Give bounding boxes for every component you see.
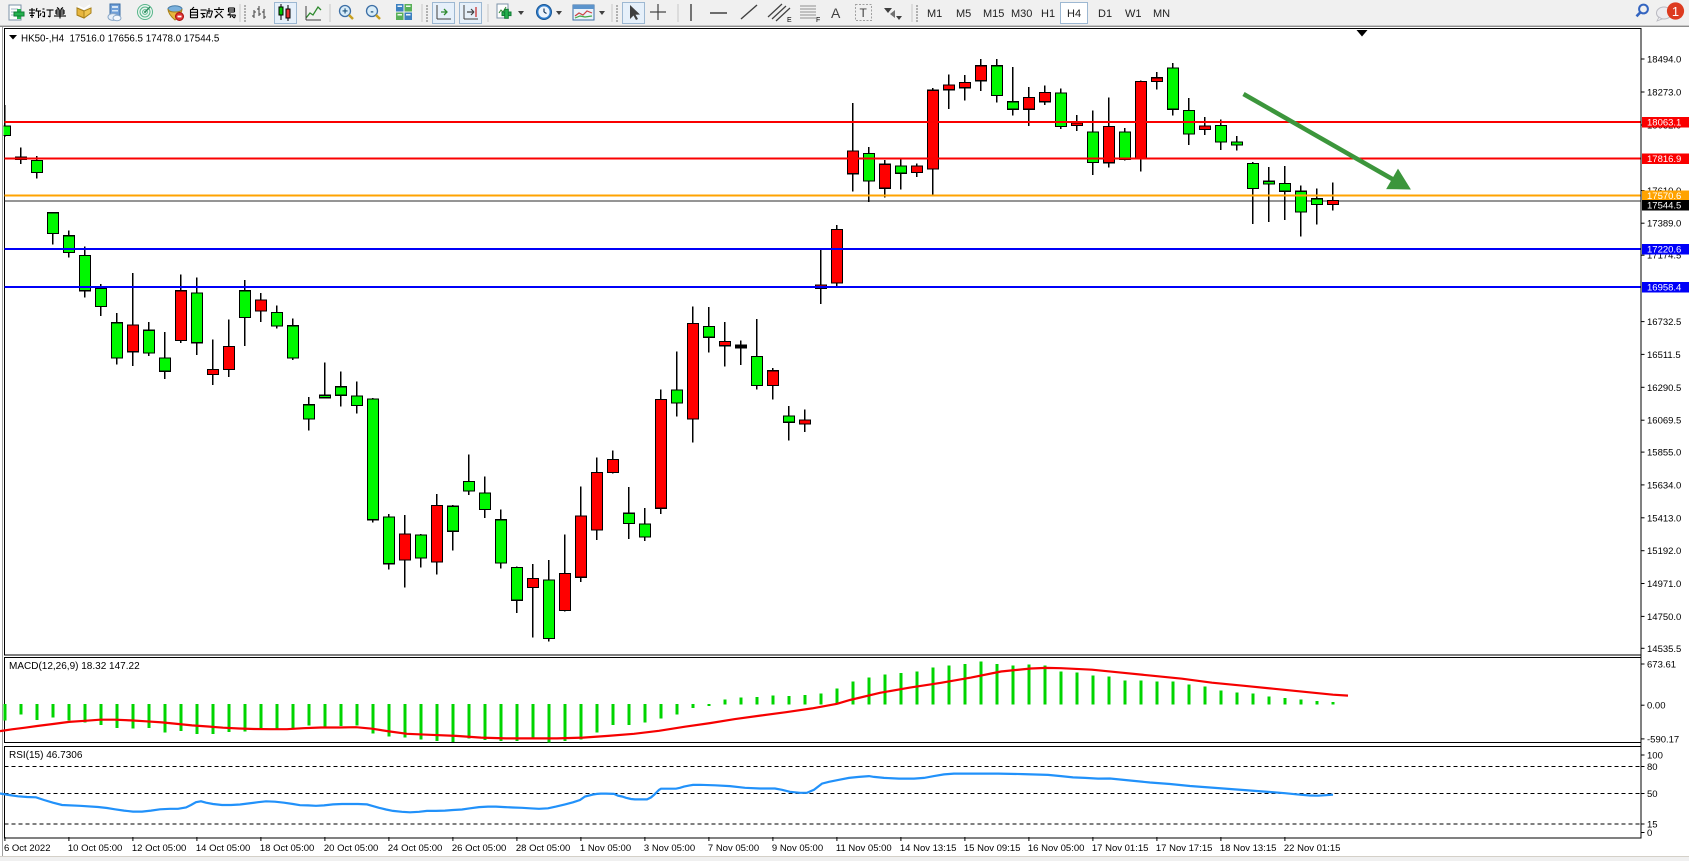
svg-text:18494.0: 18494.0 <box>1647 55 1681 66</box>
svg-text:14 Nov 13:15: 14 Nov 13:15 <box>900 843 957 854</box>
svg-text:H4: H4 <box>1067 8 1081 20</box>
svg-text:RSI(15) 46.7306: RSI(15) 46.7306 <box>9 750 83 761</box>
svg-text:18 Nov 13:15: 18 Nov 13:15 <box>1220 843 1277 854</box>
svg-text:-: - <box>370 7 373 18</box>
svg-text:M30: M30 <box>1011 8 1032 20</box>
svg-text:80: 80 <box>1647 762 1658 773</box>
svg-text:18273.0: 18273.0 <box>1647 88 1681 99</box>
svg-text:100: 100 <box>1647 751 1663 762</box>
svg-text:MACD(12,26,9) 18.32 147.22: MACD(12,26,9) 18.32 147.22 <box>9 661 140 672</box>
svg-text:14 Oct 05:00: 14 Oct 05:00 <box>196 843 250 854</box>
svg-text:T: T <box>860 6 868 20</box>
svg-text:0: 0 <box>1647 828 1652 839</box>
svg-text:W1: W1 <box>1125 8 1142 20</box>
svg-text:9 Nov 05:00: 9 Nov 05:00 <box>772 843 823 854</box>
svg-text:15: 15 <box>1647 820 1658 831</box>
svg-text:HK50-,H4 17516.0 17656.5 1747: HK50-,H4 17516.0 17656.5 17478.0 17544.5 <box>21 34 220 45</box>
svg-text:11 Nov 05:00: 11 Nov 05:00 <box>836 843 892 854</box>
svg-text:1: 1 <box>1672 4 1679 19</box>
svg-text:M5: M5 <box>956 8 971 20</box>
svg-text:17389.0: 17389.0 <box>1647 219 1681 230</box>
svg-text:15413.0: 15413.0 <box>1647 513 1681 524</box>
svg-text:22 Nov 01:15: 22 Nov 01:15 <box>1284 843 1341 854</box>
svg-text:14750.0: 14750.0 <box>1647 612 1681 623</box>
svg-text:14971.0: 14971.0 <box>1647 579 1681 590</box>
svg-text:16069.5: 16069.5 <box>1647 416 1681 427</box>
svg-text:E: E <box>787 17 792 24</box>
svg-text:0.00: 0.00 <box>1647 701 1666 712</box>
svg-text:17174.5: 17174.5 <box>1647 251 1681 262</box>
svg-text:D1: D1 <box>1098 8 1112 20</box>
svg-text:17570.6: 17570.6 <box>1647 191 1681 202</box>
svg-text:12 Oct 05:00: 12 Oct 05:00 <box>132 843 186 854</box>
svg-text:10 Oct 05:00: 10 Oct 05:00 <box>68 843 122 854</box>
svg-text:18 Oct 05:00: 18 Oct 05:00 <box>260 843 314 854</box>
svg-text:20 Oct 05:00: 20 Oct 05:00 <box>324 843 378 854</box>
svg-text:H1: H1 <box>1041 8 1055 20</box>
svg-text:28 Oct 05:00: 28 Oct 05:00 <box>516 843 570 854</box>
svg-text:24 Oct 05:00: 24 Oct 05:00 <box>388 843 442 854</box>
svg-text:F: F <box>816 17 820 24</box>
svg-text:17816.9: 17816.9 <box>1647 154 1681 165</box>
svg-text:+: + <box>342 7 348 18</box>
svg-text:673.61: 673.61 <box>1647 660 1676 671</box>
svg-text:26 Oct 05:00: 26 Oct 05:00 <box>452 843 506 854</box>
svg-text:M1: M1 <box>927 8 942 20</box>
svg-text:14535.5: 14535.5 <box>1647 644 1681 655</box>
svg-text:16958.4: 16958.4 <box>1647 283 1681 294</box>
svg-text:16511.5: 16511.5 <box>1647 350 1681 361</box>
svg-text:17544.5: 17544.5 <box>1647 200 1681 211</box>
svg-text:17220.6: 17220.6 <box>1647 245 1681 256</box>
svg-text:18063.1: 18063.1 <box>1647 118 1681 129</box>
svg-text:15192.0: 15192.0 <box>1647 546 1681 557</box>
svg-text:7 Nov 05:00: 7 Nov 05:00 <box>708 843 759 854</box>
svg-text:16 Nov 05:00: 16 Nov 05:00 <box>1028 843 1085 854</box>
svg-text:M15: M15 <box>983 8 1004 20</box>
svg-text:A: A <box>831 5 841 21</box>
svg-text:17 Nov 17:15: 17 Nov 17:15 <box>1156 843 1213 854</box>
svg-text:16732.5: 16732.5 <box>1647 317 1681 328</box>
svg-text:MN: MN <box>1153 8 1170 20</box>
svg-text:17 Nov 01:15: 17 Nov 01:15 <box>1092 843 1149 854</box>
svg-text:16290.5: 16290.5 <box>1647 383 1681 394</box>
svg-text:15 Nov 09:15: 15 Nov 09:15 <box>964 843 1021 854</box>
svg-text:3 Nov 05:00: 3 Nov 05:00 <box>644 843 695 854</box>
svg-text:6 Oct 2022: 6 Oct 2022 <box>4 843 50 854</box>
svg-text:15634.0: 15634.0 <box>1647 480 1681 491</box>
svg-text:1 Nov 05:00: 1 Nov 05:00 <box>580 843 631 854</box>
svg-text:50: 50 <box>1647 789 1658 800</box>
svg-text:15855.0: 15855.0 <box>1647 448 1681 459</box>
svg-text:-590.17: -590.17 <box>1647 734 1679 745</box>
